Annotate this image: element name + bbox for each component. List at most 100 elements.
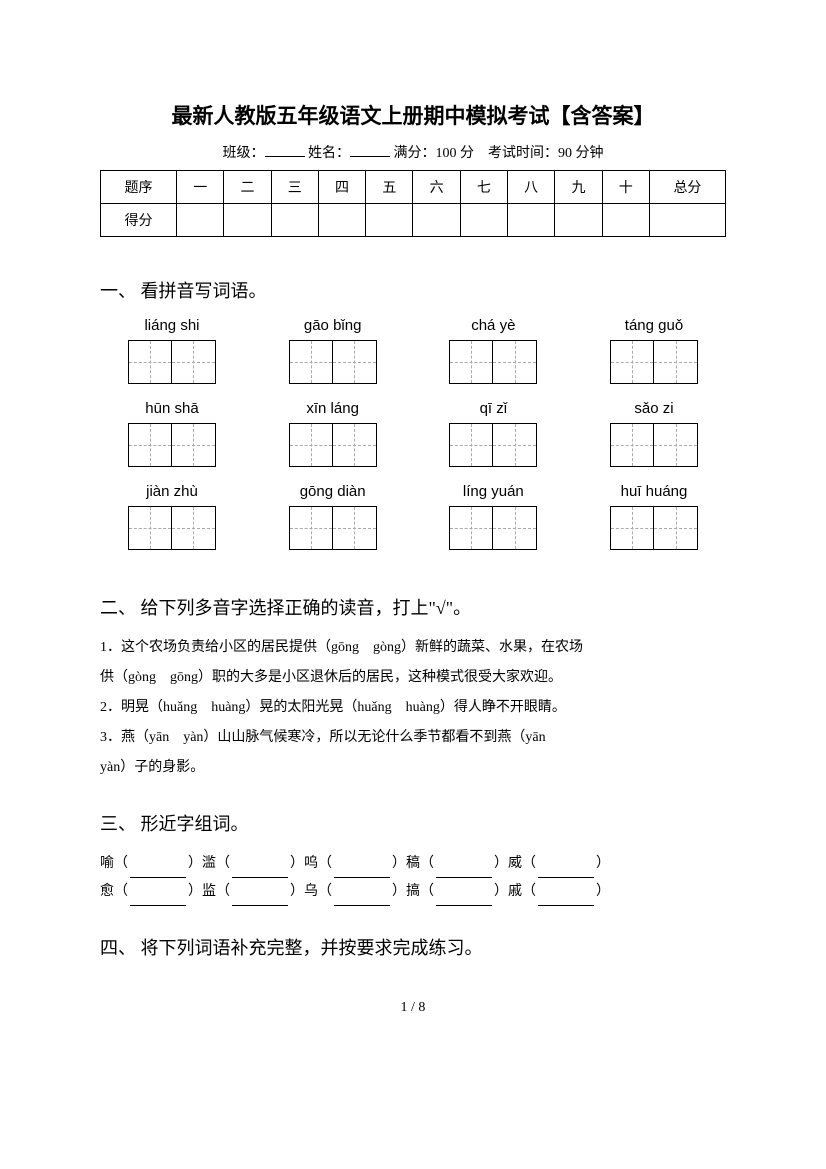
char-box[interactable] — [654, 506, 698, 550]
score-cell[interactable] — [224, 204, 271, 237]
fill-blank[interactable] — [334, 850, 390, 878]
section2-line: 1．这个农场负责给小区的居民提供（gōng gòng）新鲜的蔬菜、水果，在农场 — [100, 634, 726, 662]
section3-segment: ）威（ — [494, 850, 536, 878]
char-box[interactable] — [128, 340, 172, 384]
section2-line: 3．燕（yān yàn）山山脉气候寒冷，所以无论什么季节都看不到燕（yān — [100, 724, 726, 752]
score-cell[interactable] — [366, 204, 413, 237]
section3-segment: ）戚（ — [494, 878, 536, 906]
section2-line: 供（gòng gōng）职的大多是小区退休后的居民，这种模式很受大家欢迎。 — [100, 664, 726, 692]
pinyin-label: gāo bǐng — [261, 317, 405, 334]
section3-segment: ）乌（ — [290, 878, 332, 906]
pinyin-item: qī zǐ — [421, 400, 565, 467]
char-box[interactable] — [610, 340, 654, 384]
pinyin-label: sǎo zi — [582, 400, 726, 417]
char-box[interactable] — [172, 340, 216, 384]
fill-blank[interactable] — [538, 850, 594, 878]
score-cell[interactable] — [555, 204, 602, 237]
name-blank[interactable] — [350, 156, 390, 157]
pinyin-label: qī zǐ — [421, 400, 565, 417]
char-box[interactable] — [172, 506, 216, 550]
class-blank[interactable] — [265, 156, 305, 157]
page-number: 1 / 8 — [100, 1000, 726, 1016]
pinyin-item: xīn láng — [261, 400, 405, 467]
char-box[interactable] — [610, 423, 654, 467]
score-cell[interactable] — [649, 204, 725, 237]
fill-blank[interactable] — [130, 878, 186, 906]
char-box[interactable] — [333, 340, 377, 384]
char-box[interactable] — [128, 423, 172, 467]
full-score-value: 100 分 — [436, 146, 475, 161]
header-cell: 七 — [460, 171, 507, 204]
score-cell[interactable] — [177, 204, 224, 237]
char-box[interactable] — [333, 506, 377, 550]
char-box[interactable] — [654, 423, 698, 467]
char-box[interactable] — [289, 340, 333, 384]
header-cell: 二 — [224, 171, 271, 204]
section3-segment: 愈（ — [100, 878, 128, 906]
pinyin-item: chá yè — [421, 317, 565, 384]
header-cell: 一 — [177, 171, 224, 204]
char-box[interactable] — [172, 423, 216, 467]
fill-blank[interactable] — [436, 878, 492, 906]
char-box[interactable] — [493, 423, 537, 467]
class-label: 班级： — [223, 146, 265, 161]
pinyin-item: jiàn zhù — [100, 483, 244, 550]
char-box-pair — [582, 340, 726, 384]
pinyin-item: gāo bǐng — [261, 317, 405, 384]
char-box-pair — [261, 340, 405, 384]
char-box[interactable] — [449, 340, 493, 384]
exam-title: 最新人教版五年级语文上册期中模拟考试【含答案】 — [100, 100, 726, 130]
fill-blank[interactable] — [538, 878, 594, 906]
pinyin-item: gōng diàn — [261, 483, 405, 550]
char-box[interactable] — [610, 506, 654, 550]
time-value: 90 分钟 — [558, 146, 604, 161]
section3-heading: 三、 形近字组词。 — [100, 810, 726, 836]
char-box[interactable] — [128, 506, 172, 550]
fill-blank[interactable] — [334, 878, 390, 906]
char-box[interactable] — [493, 506, 537, 550]
score-cell[interactable] — [318, 204, 365, 237]
pinyin-label: táng guǒ — [582, 317, 726, 334]
score-cell[interactable] — [271, 204, 318, 237]
pinyin-label: jiàn zhù — [100, 483, 244, 500]
char-box[interactable] — [654, 340, 698, 384]
full-score-label: 满分： — [394, 146, 436, 161]
char-box[interactable] — [289, 423, 333, 467]
score-cell[interactable] — [460, 204, 507, 237]
score-cell[interactable] — [508, 204, 555, 237]
section3-segment: ）稿（ — [392, 850, 434, 878]
score-row-label: 得分 — [101, 204, 177, 237]
char-box[interactable] — [289, 506, 333, 550]
section2-line: yàn）子的身影。 — [100, 754, 726, 782]
score-table: 题序 一 二 三 四 五 六 七 八 九 十 总分 得分 — [100, 170, 726, 237]
char-box-pair — [421, 423, 565, 467]
char-box[interactable] — [449, 423, 493, 467]
section3-segment: ） — [596, 878, 610, 906]
fill-blank[interactable] — [436, 850, 492, 878]
char-box-pair — [100, 340, 244, 384]
section3-segment: 喻（ — [100, 850, 128, 878]
fill-blank[interactable] — [130, 850, 186, 878]
char-box-pair — [582, 423, 726, 467]
name-label: 姓名： — [308, 146, 350, 161]
char-box-pair — [261, 423, 405, 467]
section3-row: 喻（）滥（）呜（）稿（）威（） — [100, 850, 726, 878]
header-cell: 六 — [413, 171, 460, 204]
score-cell[interactable] — [413, 204, 460, 237]
section3-segment: ） — [596, 850, 610, 878]
pinyin-label: chá yè — [421, 317, 565, 334]
char-box-pair — [421, 506, 565, 550]
score-table-header-row: 题序 一 二 三 四 五 六 七 八 九 十 总分 — [101, 171, 726, 204]
score-cell[interactable] — [602, 204, 649, 237]
fill-blank[interactable] — [232, 850, 288, 878]
score-table-score-row: 得分 — [101, 204, 726, 237]
char-box[interactable] — [449, 506, 493, 550]
section2-body: 1．这个农场负责给小区的居民提供（gōng gòng）新鲜的蔬菜、水果，在农场供… — [100, 634, 726, 782]
fill-blank[interactable] — [232, 878, 288, 906]
char-box[interactable] — [333, 423, 377, 467]
header-cell: 五 — [366, 171, 413, 204]
header-cell: 八 — [508, 171, 555, 204]
header-cell: 十 — [602, 171, 649, 204]
exam-info-line: 班级： 姓名： 满分：100 分 考试时间：90 分钟 — [100, 142, 726, 162]
char-box[interactable] — [493, 340, 537, 384]
